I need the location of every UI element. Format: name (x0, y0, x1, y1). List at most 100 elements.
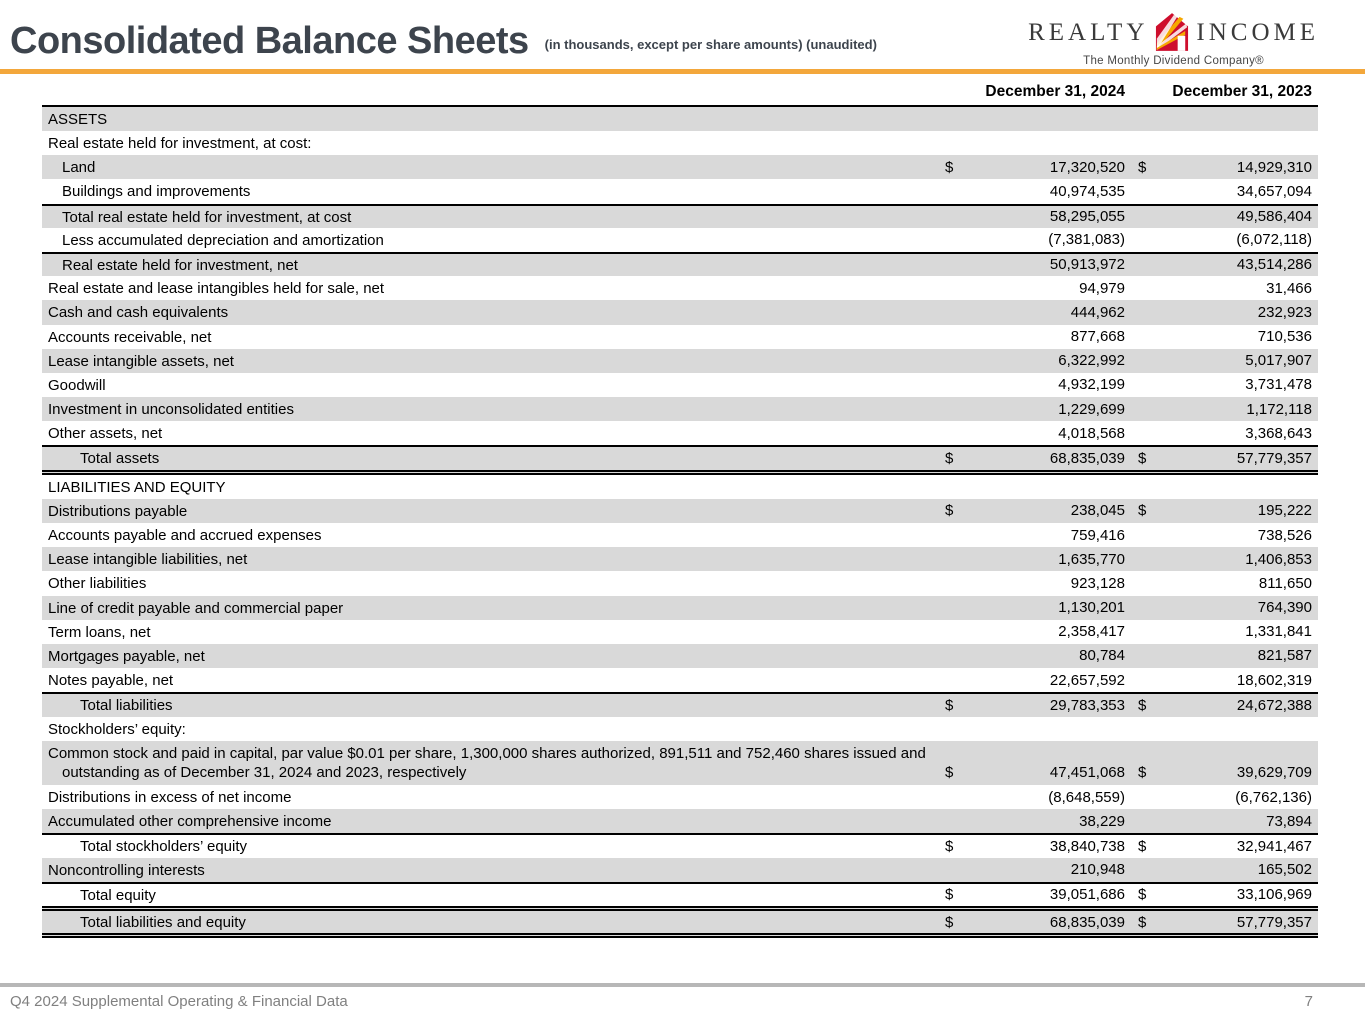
dollar-sign-2023: $ (1138, 837, 1147, 855)
row-label: Total liabilities (80, 697, 173, 715)
row-label: Less accumulated depreciation and amorti… (62, 231, 384, 249)
column-header-2023: December 31, 2023 (1172, 83, 1312, 100)
row-label: LIABILITIES AND EQUITY (48, 478, 226, 496)
gold-accent-bar (0, 69, 1365, 74)
value-2024: 210,948 (1070, 861, 1125, 879)
table-row: Real estate held for investment, net 50,9… (42, 251, 1318, 277)
row-label: Stockholders’ equity: (48, 720, 186, 738)
row-label: Lease intangible assets, net (48, 352, 234, 370)
row-label: Total equity (80, 886, 156, 904)
table-row: Total assets $68,835,039 $57,779,357 (42, 445, 1318, 475)
logo-tagline: The Monthly Dividend Company® (1083, 55, 1264, 67)
table-row: Investment in unconsolidated entities 1,2… (42, 397, 1318, 422)
row-label: Term loans, net (48, 623, 151, 641)
value-2023: 195,222 (1257, 502, 1312, 520)
value-2024: 1,229,699 (1058, 400, 1125, 418)
value-2024: 29,783,353 (1049, 696, 1125, 714)
row-label: Common stock and paid in capital, par va… (48, 744, 926, 781)
row-label: Accounts receivable, net (48, 328, 212, 346)
value-2024: 4,932,199 (1058, 376, 1125, 394)
title-block: Consolidated Balance Sheets (in thousands… (10, 20, 877, 63)
table-row: Lease intangible liabilities, net 1,635,7… (42, 547, 1318, 572)
footer-divider (0, 983, 1365, 987)
logo-wordmark: REALTY INCOME (1028, 12, 1319, 52)
row-label: Notes payable, net (48, 672, 174, 690)
logo-word-income: INCOME (1196, 18, 1319, 46)
row-label: Other assets, net (48, 425, 163, 443)
value-2023: 1,331,841 (1245, 623, 1312, 641)
row-label: Accumulated other comprehensive income (48, 813, 332, 831)
balance-sheet-table: December 31, 2024 December 31, 2023 ASSE… (42, 82, 1318, 939)
table-row: Notes payable, net 22,657,592 18,602,319 (42, 668, 1318, 692)
value-2024: 17,320,520 (1049, 158, 1125, 176)
table-row: Cash and cash equivalents 444,962 232,923 (42, 300, 1318, 325)
table-row: Total stockholders’ equity $38,840,738 $32… (42, 833, 1318, 857)
table-row: Total real estate held for investment, a… (42, 203, 1318, 228)
value-2023: 73,894 (1266, 812, 1312, 830)
value-2024: 38,840,738 (1049, 837, 1125, 855)
table-row: Goodwill 4,932,199 3,731,478 (42, 373, 1318, 397)
row-label: Goodwill (48, 376, 106, 394)
dollar-sign-2024: $ (945, 449, 954, 467)
table-row: Common stock and paid in capital, par va… (42, 740, 1318, 786)
table-row: ASSETS (42, 106, 1318, 132)
value-2023: 34,657,094 (1236, 182, 1312, 200)
table-row: Other assets, net 4,018,568 3,368,643 (42, 421, 1318, 445)
value-2024: 40,974,535 (1049, 182, 1125, 200)
value-2024: 68,835,039 (1049, 913, 1125, 931)
value-2024: 238,045 (1070, 502, 1125, 520)
dollar-sign-2023: $ (1138, 886, 1147, 904)
value-2024: 4,018,568 (1058, 424, 1125, 442)
value-2024: 58,295,055 (1049, 208, 1125, 226)
value-2024: 923,128 (1070, 574, 1125, 592)
table-row: Term loans, net 2,358,417 1,331,841 (42, 620, 1318, 644)
table-row: Line of credit payable and commercial pa… (42, 595, 1318, 620)
value-2023: 43,514,286 (1236, 256, 1312, 274)
row-label: Buildings and improvements (62, 183, 251, 201)
row-label: Other liabilities (48, 575, 147, 593)
value-2024: 1,635,770 (1058, 550, 1125, 568)
table-row: Land $17,320,520 $14,929,310 (42, 155, 1318, 180)
value-2023: 39,629,709 (1236, 763, 1312, 781)
page-title: Consolidated Balance Sheets (10, 20, 529, 62)
row-label: Mortgages payable, net (48, 647, 205, 665)
value-2023: 811,650 (1258, 574, 1312, 592)
value-2024: (7,381,083) (1048, 231, 1125, 249)
table-row: Accumulated other comprehensive income 38… (42, 809, 1318, 834)
table-row: Stockholders’ equity: (42, 717, 1318, 741)
row-label: Noncontrolling interests (48, 861, 205, 879)
value-2024: 50,913,972 (1049, 256, 1125, 274)
value-2024: 38,229 (1079, 812, 1125, 830)
row-label: Line of credit payable and commercial pa… (48, 599, 344, 617)
value-2023: 1,406,853 (1245, 550, 1312, 568)
value-2023: 165,502 (1257, 861, 1312, 879)
value-2024: 68,835,039 (1049, 449, 1125, 467)
dollar-sign-2023: $ (1138, 763, 1147, 781)
row-label: Lease intangible liabilities, net (48, 551, 248, 569)
row-label: Distributions in excess of net income (48, 789, 292, 807)
dollar-sign-2023: $ (1138, 696, 1147, 714)
value-2023: 710,536 (1257, 328, 1312, 346)
house-icon (1155, 12, 1189, 52)
value-2023: 14,929,310 (1236, 158, 1312, 176)
value-2024: 47,451,068 (1049, 763, 1125, 781)
row-label: Total assets (80, 450, 160, 468)
value-2023: 57,779,357 (1236, 913, 1312, 931)
dollar-sign-2024: $ (945, 837, 954, 855)
value-2024: 80,784 (1079, 647, 1125, 665)
table-row: Less accumulated depreciation and amorti… (42, 228, 1318, 252)
balance-table-body: ASSETS Real estate held for investment, a… (42, 106, 1318, 939)
row-label: Distributions payable (48, 502, 188, 520)
footer-page-number: 7 (1304, 993, 1313, 1010)
row-label: Real estate held for investment, net (62, 256, 298, 274)
row-label: Land (62, 159, 96, 177)
row-label: Total liabilities and equity (80, 914, 246, 932)
row-label: Investment in unconsolidated entities (48, 401, 294, 419)
value-2023: 3,368,643 (1245, 424, 1312, 442)
dollar-sign-2024: $ (945, 763, 954, 781)
value-2024: 6,322,992 (1058, 352, 1125, 370)
value-2023: (6,072,118) (1236, 231, 1312, 249)
dollar-sign-2023: $ (1138, 913, 1147, 931)
row-label: Cash and cash equivalents (48, 304, 229, 322)
row-label: Total real estate held for investment, a… (62, 208, 352, 226)
